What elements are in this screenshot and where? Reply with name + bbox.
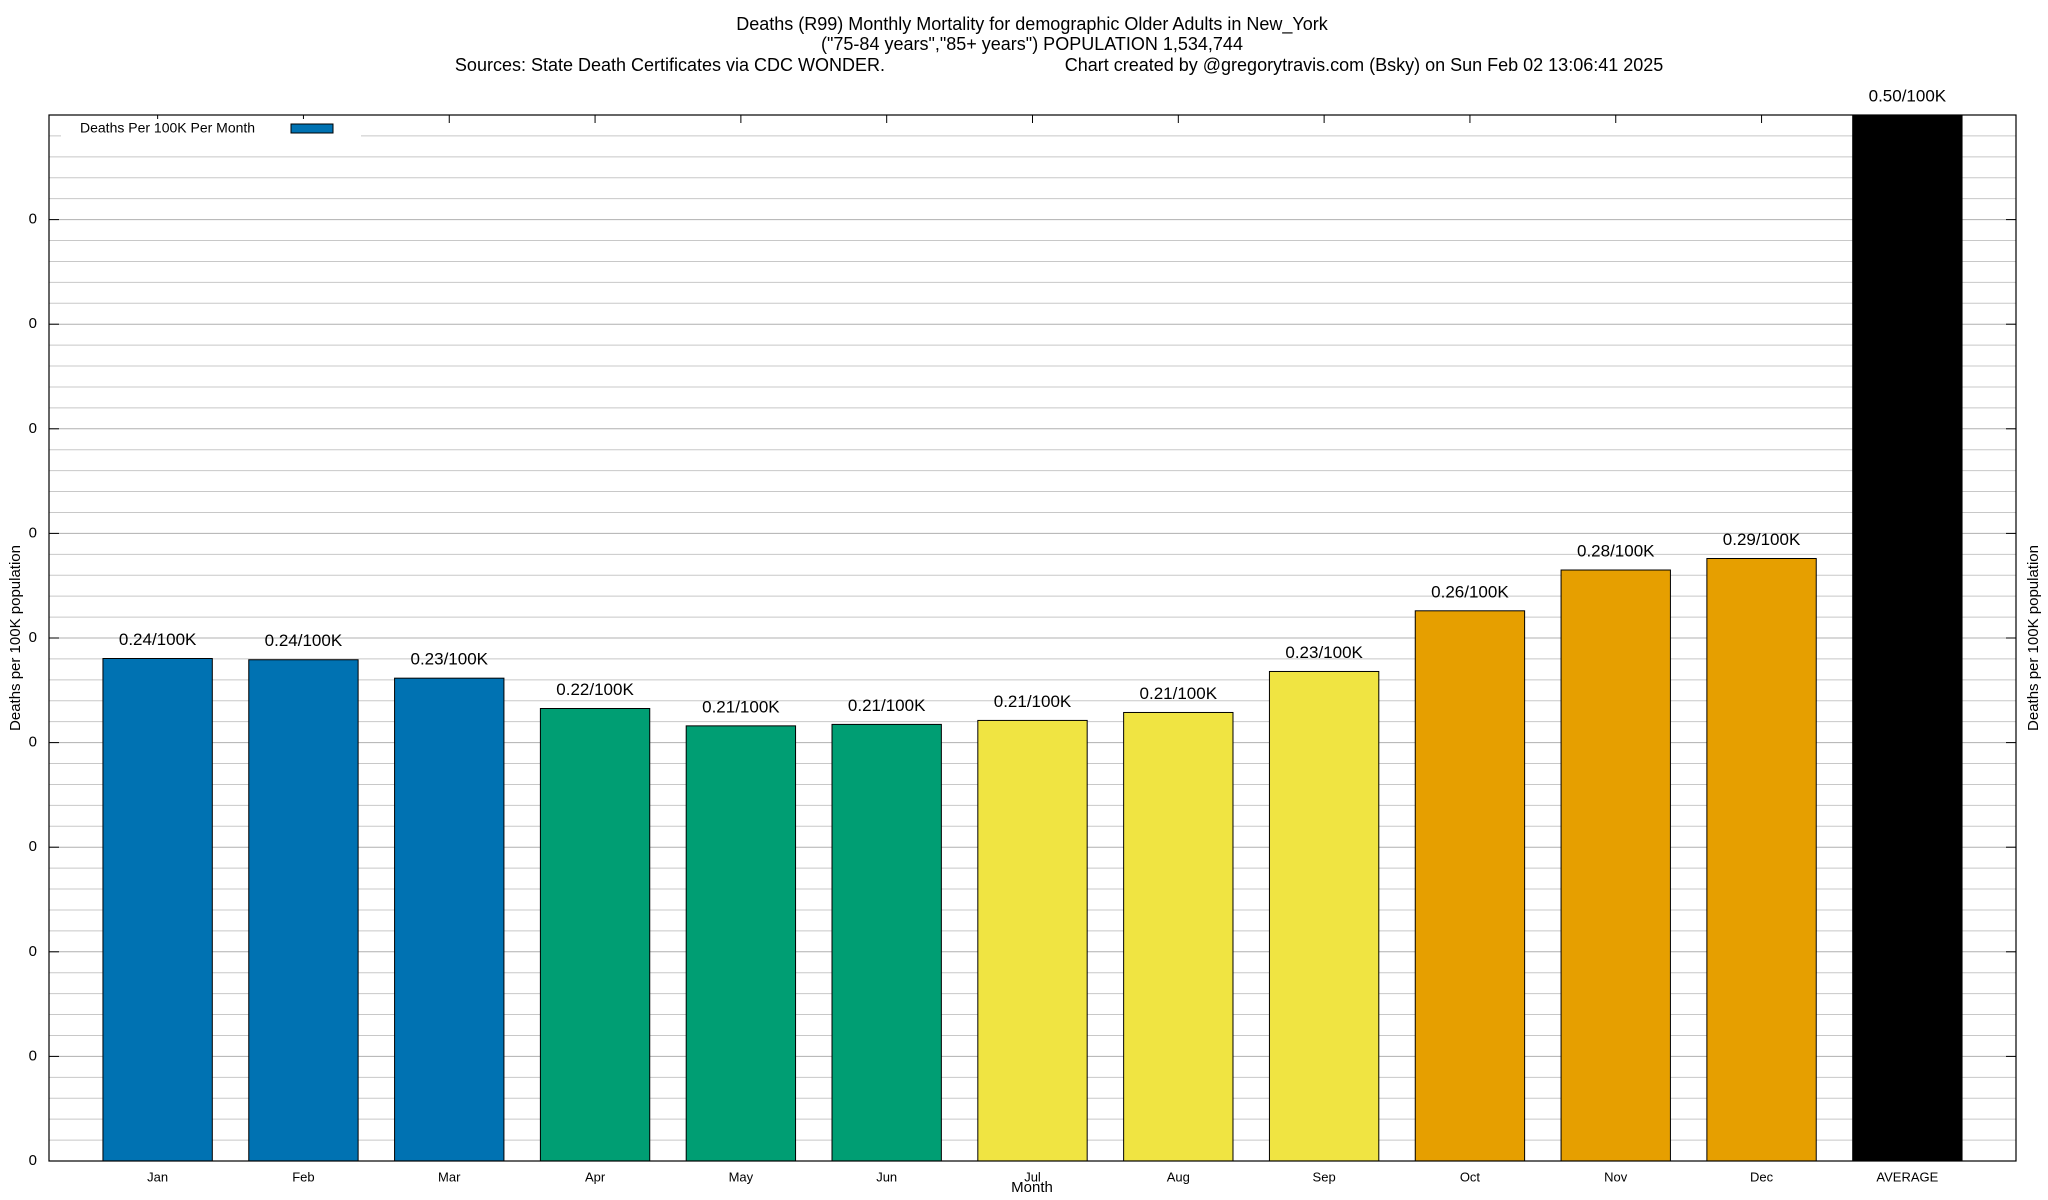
value-label: 0.21/100K	[702, 697, 780, 716]
bar	[1123, 711, 1234, 1162]
x-tick-label: Jul	[1024, 1169, 1041, 1184]
y-tick-label: 0	[29, 420, 37, 437]
bar	[248, 659, 359, 1162]
bar	[394, 677, 505, 1162]
y-axis-label: Deaths per 100K population	[7, 545, 24, 731]
y-tick-label: 0	[29, 943, 37, 960]
value-label: 0.26/100K	[1431, 582, 1509, 601]
plot-frame	[48, 114, 2017, 1162]
y-tick-label: 0	[29, 211, 37, 228]
y-tick-label: 0	[29, 524, 37, 541]
value-label: 0.29/100K	[1723, 530, 1801, 549]
y-tick-label: 0	[29, 1152, 37, 1169]
x-tick-label: Nov	[1604, 1169, 1628, 1184]
y-tick-label: 0	[29, 315, 37, 332]
x-tick-label: Aug	[1167, 1169, 1190, 1184]
bar	[102, 658, 213, 1162]
chart-subtitle: ("75-84 years","85+ years") POPULATION 1…	[821, 34, 1243, 54]
x-tick-label: May	[729, 1169, 754, 1184]
chart-credit: Chart created by @gregorytravis.com (Bsk…	[1065, 55, 1664, 75]
y-tick-label: 0	[29, 629, 37, 646]
value-label: 0.23/100K	[410, 650, 488, 669]
y-tick-label: 0	[29, 838, 37, 855]
legend-label: Deaths Per 100K Per Month	[80, 120, 255, 136]
legend-background	[61, 119, 361, 141]
bar	[1560, 569, 1671, 1162]
y-tick-label: 0	[29, 734, 37, 751]
legend-swatch	[290, 123, 334, 134]
chart-title: Deaths (R99) Monthly Mortality for demog…	[736, 14, 1329, 35]
x-tick-label: Dec	[1750, 1169, 1774, 1184]
bar	[685, 725, 797, 1162]
bar	[977, 719, 1088, 1162]
x-tick-label: Apr	[585, 1169, 606, 1184]
x-tick-label: Sep	[1313, 1169, 1336, 1184]
value-label: 0.22/100K	[556, 680, 634, 699]
value-label: 0.24/100K	[265, 631, 343, 650]
bar	[831, 723, 942, 1162]
value-label: 0.23/100K	[1285, 643, 1363, 662]
x-tick-label: Oct	[1460, 1169, 1481, 1184]
x-tick-label: Jan	[147, 1169, 168, 1184]
value-label: 0.21/100K	[994, 692, 1072, 711]
bar	[1268, 670, 1380, 1162]
value-label: 0.28/100K	[1577, 541, 1655, 560]
x-tick-label: Jun	[876, 1169, 897, 1184]
chart-source: Sources: State Death Certificates via CD…	[455, 55, 885, 75]
bar	[539, 708, 651, 1162]
bar	[1706, 558, 1817, 1162]
y2-axis-label: Deaths per 100K population	[2025, 545, 2042, 731]
x-tick-label: Feb	[292, 1169, 314, 1184]
x-tick-label: AVERAGE	[1876, 1169, 1938, 1184]
y-tick-label: 0	[29, 1047, 37, 1064]
x-axis-label: Month	[1011, 1179, 1053, 1196]
value-label: 0.21/100K	[848, 696, 926, 715]
value-label: 0.50/100K	[1869, 86, 1947, 105]
bar	[1414, 610, 1526, 1162]
bar	[1852, 114, 1963, 1162]
x-tick-label: Mar	[438, 1169, 461, 1184]
value-label: 0.24/100K	[119, 630, 197, 649]
value-label: 0.21/100K	[1140, 684, 1218, 703]
